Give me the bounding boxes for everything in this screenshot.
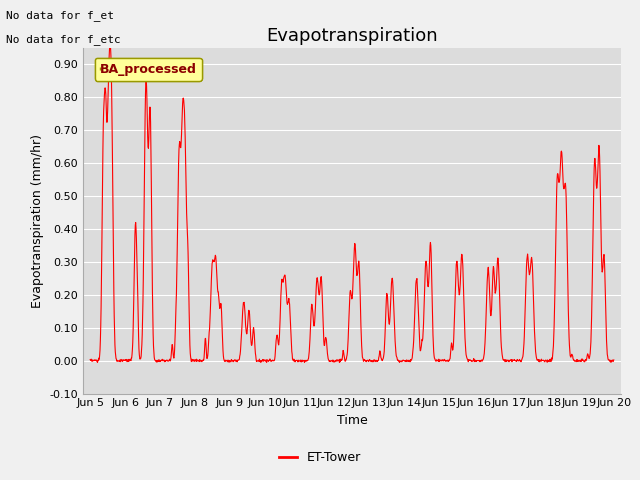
Y-axis label: Evapotranspiration (mm/hr): Evapotranspiration (mm/hr) bbox=[31, 134, 44, 308]
Text: No data for f_etc: No data for f_etc bbox=[6, 34, 121, 45]
Legend: BA_processed: BA_processed bbox=[95, 58, 202, 81]
X-axis label: Time: Time bbox=[337, 414, 367, 427]
Legend: ET-Tower: ET-Tower bbox=[273, 446, 367, 469]
Text: No data for f_et: No data for f_et bbox=[6, 10, 115, 21]
Title: Evapotranspiration: Evapotranspiration bbox=[266, 27, 438, 45]
